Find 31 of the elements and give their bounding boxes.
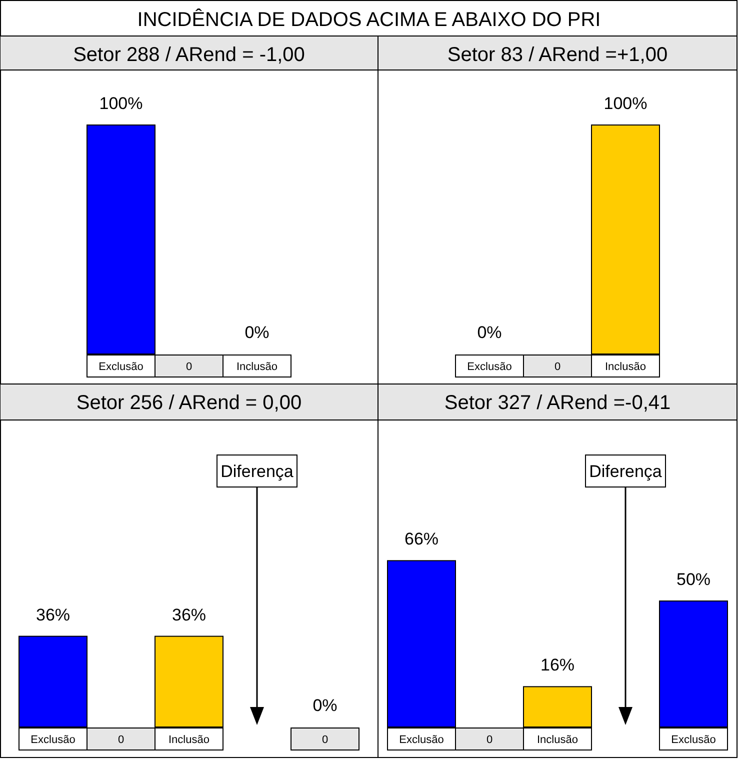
x-tick-label: Exclusão xyxy=(30,734,76,746)
x-tick-label: Exclusão xyxy=(98,361,144,373)
x-tick-label: 0 xyxy=(186,361,192,373)
text: INCIDÊNCIA DE DADOS ACIMA E ABAIXO DO PRI xyxy=(137,8,601,31)
x-tick-label: Exclusão xyxy=(467,361,512,373)
x-tick-label: Inclusão xyxy=(236,361,278,373)
data-label: 36% xyxy=(36,605,70,624)
x-tick-label: Exclusão xyxy=(399,734,444,746)
text: Diferença xyxy=(220,462,294,481)
x-tick-label: Inclusão xyxy=(168,734,210,746)
chart-title: Setor 288 / ARend = -1,00 xyxy=(73,44,305,66)
chart-title: Setor 83 / ARend =+1,00 xyxy=(447,44,668,66)
data-label: 50% xyxy=(676,570,711,589)
data-label: 0% xyxy=(312,696,338,715)
chart-title: Setor 256 / ARend = 0,00 xyxy=(76,392,302,414)
x-tick-label: 0 xyxy=(486,734,493,746)
chart-title: Setor 327 / ARend =-0,41 xyxy=(444,392,671,414)
x-tick-label: Inclusão xyxy=(605,361,646,373)
x-tick-label: 0 xyxy=(118,734,124,746)
x-tick-label: Exclusão xyxy=(671,734,716,746)
data-label: 0% xyxy=(244,323,270,342)
data-label: 0% xyxy=(477,323,502,342)
data-label: 100% xyxy=(99,94,143,113)
text: Diferença xyxy=(589,462,662,481)
x-tick-label: 0 xyxy=(322,734,328,746)
x-tick-label: 0 xyxy=(554,361,561,373)
data-label: 16% xyxy=(540,656,575,675)
data-label: 66% xyxy=(404,530,439,549)
x-tick-label: Inclusão xyxy=(537,734,578,746)
data-label: 100% xyxy=(604,94,648,113)
data-label: 36% xyxy=(172,605,206,624)
